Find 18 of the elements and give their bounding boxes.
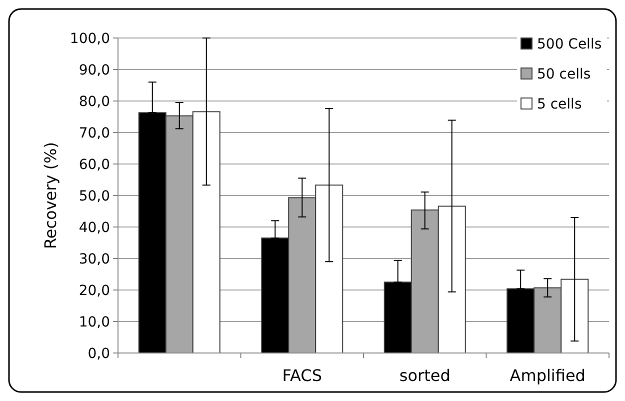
y-tick-label: 60,0	[78, 156, 110, 173]
y-tick-label: 100,0	[70, 30, 110, 47]
y-tick-label: 90,0	[78, 62, 110, 78]
legend-label: 500 Cells	[537, 36, 602, 52]
y-tick-label: 80,0	[78, 94, 110, 110]
x-tick-label: FACS	[282, 366, 322, 385]
y-tick-label: 50,0	[78, 188, 110, 204]
y-axis-title: Recovery (%)	[41, 142, 60, 249]
x-tick-label: sorted	[399, 366, 450, 385]
x-tick-label: Amplified	[510, 366, 586, 385]
legend-label: 50 cells	[537, 66, 591, 82]
y-tick-label: 10,0	[78, 314, 110, 330]
y-tick-label: 0,0	[88, 346, 110, 362]
y-tick-label: 40,0	[78, 220, 110, 236]
y-tick-label: 30,0	[78, 251, 110, 268]
y-tick-label: 70,0	[78, 125, 110, 142]
legend-label: 5 cells	[537, 96, 582, 112]
y-tick-label: 20,0	[78, 282, 110, 299]
